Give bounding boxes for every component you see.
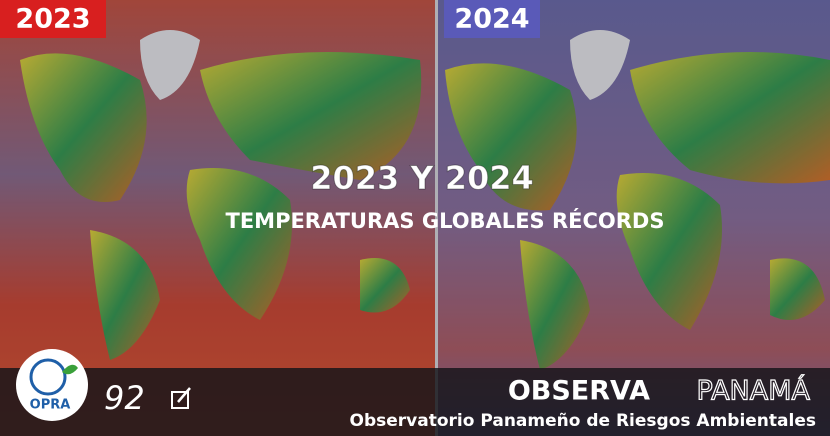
year-label: 2023 bbox=[15, 4, 90, 35]
logo-text: OPRA bbox=[30, 398, 71, 413]
divider bbox=[435, 0, 438, 436]
edit-icon[interactable] bbox=[171, 387, 191, 409]
brand-second: PANAMÁ bbox=[697, 375, 811, 407]
headline-title: 2023 Y 2024 bbox=[310, 159, 534, 197]
view-count: 92 bbox=[104, 379, 145, 417]
tagline: Observatorio Panameño de Riesgos Ambient… bbox=[350, 411, 816, 431]
year-label: 2024 bbox=[454, 4, 529, 35]
brand-first: OBSERVA bbox=[508, 376, 650, 407]
year-badge bbox=[444, 0, 540, 38]
footer-bar bbox=[0, 368, 830, 436]
map-2024 bbox=[438, 0, 830, 436]
logo-globe bbox=[29, 358, 67, 396]
headline-subtitle: TEMPERATURAS GLOBALES RÉCORDS bbox=[226, 208, 665, 233]
year-badge bbox=[0, 0, 106, 38]
logo-leaf bbox=[62, 364, 78, 375]
